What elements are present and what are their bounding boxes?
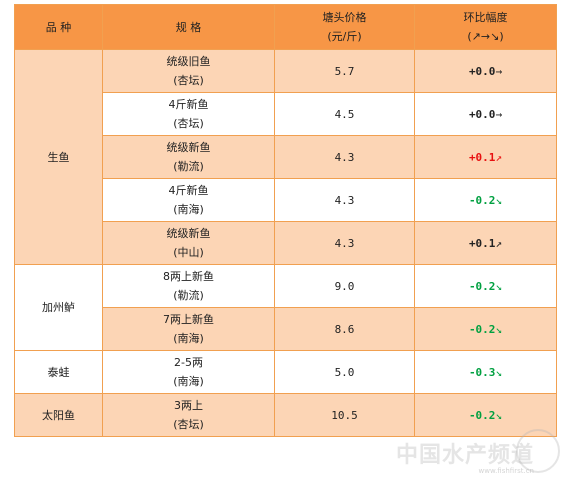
up-arrow-icon: ↗	[495, 236, 503, 250]
spec-origin: (南海)	[173, 203, 204, 216]
spec-name: 统级新鱼	[166, 141, 211, 154]
change-value: -0.2	[468, 193, 496, 207]
spec-cell: 统级旧鱼 (杏坛)	[102, 49, 275, 93]
table-row: 加州鲈 8两上新鱼 (勒流) 9.0 -0.2↘	[14, 264, 557, 351]
watermark-url: www.fishfirst.cn	[478, 467, 534, 475]
down-arrow-icon: ↘	[495, 322, 503, 336]
spec-cell: 8两上新鱼 (勒流)	[102, 264, 275, 308]
price-cell: 4.5	[274, 92, 415, 136]
change-cell: -0.2↘	[414, 178, 557, 222]
down-arrow-icon: ↘	[495, 193, 503, 207]
variety-cell: 加州鲈	[14, 264, 103, 351]
down-arrow-icon: ↘	[495, 365, 503, 379]
change-cell: +0.0→	[414, 92, 557, 136]
header-change: 环比幅度 (↗→↘)	[414, 4, 557, 50]
price-cell: 10.5	[274, 393, 415, 437]
table-header-row: 品 种 规 格 塘头价格 (元/斤) 环比幅度 (↗→↘)	[14, 4, 557, 50]
price-cell: 9.0	[274, 264, 415, 308]
table-row: 4斤新鱼 (南海) 4.3 -0.2↘	[15, 178, 557, 222]
header-variety: 品 种	[14, 4, 103, 50]
header-price-unit: (元/斤)	[327, 30, 362, 43]
spec-name: 3两上	[174, 399, 203, 412]
spec-origin: (杏坛)	[173, 74, 204, 87]
spec-cell: 统级新鱼 (中山)	[102, 221, 275, 265]
table-row: 7两上新鱼 (南海) 8.6 -0.2↘	[15, 307, 557, 351]
right-arrow-icon: →	[495, 64, 503, 78]
spec-origin: (勒流)	[173, 289, 204, 302]
change-value: +0.1	[468, 150, 496, 164]
watermark-logo: 中国水产频道	[395, 443, 534, 468]
down-arrow-icon: ↘	[495, 408, 503, 422]
spec-name: 4斤新鱼	[168, 98, 209, 111]
change-value: -0.2	[468, 408, 496, 422]
spec-origin: (勒流)	[173, 160, 204, 173]
spec-cell: 4斤新鱼 (杏坛)	[102, 92, 275, 136]
table-row: 生鱼 统级旧鱼 (杏坛) 5.7 +0.0→	[14, 49, 557, 265]
spec-cell: 2-5两 (南海)	[102, 350, 275, 394]
header-change-legend: (↗→↘)	[467, 30, 504, 43]
change-cell: +0.1↗	[414, 221, 557, 265]
change-cell: -0.3↘	[414, 350, 557, 394]
variety-cell: 生鱼	[14, 49, 103, 265]
header-price: 塘头价格 (元/斤)	[274, 4, 415, 50]
spec-name: 7两上新鱼	[163, 313, 214, 326]
spec-origin: (杏坛)	[173, 117, 204, 130]
change-value: -0.2	[468, 322, 496, 336]
spec-name: 8两上新鱼	[163, 270, 214, 283]
change-value: +0.0	[468, 64, 496, 78]
spec-name: 统级新鱼	[166, 227, 211, 240]
spec-cell: 7两上新鱼 (南海)	[102, 307, 275, 351]
variety-cell: 泰蛙	[14, 350, 103, 394]
spec-name: 4斤新鱼	[168, 184, 209, 197]
price-cell: 4.3	[274, 221, 415, 265]
table-row: 太阳鱼 3两上 (杏坛) 10.5 -0.2↘	[14, 393, 557, 437]
watermark-globe-icon	[516, 429, 560, 473]
up-arrow-icon: ↗	[495, 150, 503, 164]
change-cell: +0.1↗	[414, 135, 557, 179]
spec-cell: 统级新鱼 (勒流)	[102, 135, 275, 179]
spec-origin: (南海)	[173, 375, 204, 388]
header-change-title: 环比幅度	[463, 11, 508, 24]
price-cell: 8.6	[274, 307, 415, 351]
spec-cell: 4斤新鱼 (南海)	[102, 178, 275, 222]
price-cell: 4.3	[274, 135, 415, 179]
change-value: -0.3	[468, 365, 496, 379]
spec-origin: (中山)	[173, 246, 204, 259]
spec-cell: 3两上 (杏坛)	[102, 393, 275, 437]
table-row: 统级新鱼 (勒流) 4.3 +0.1↗	[15, 135, 557, 179]
spec-origin: (南海)	[173, 332, 204, 345]
right-arrow-icon: →	[495, 107, 503, 121]
down-arrow-icon: ↘	[495, 279, 503, 293]
change-value: +0.0	[468, 107, 496, 121]
price-cell: 5.7	[274, 49, 415, 93]
change-value: +0.1	[468, 236, 496, 250]
spec-origin: (杏坛)	[173, 418, 204, 431]
header-spec: 规 格	[102, 4, 275, 50]
price-cell: 5.0	[274, 350, 415, 394]
header-price-title: 塘头价格	[322, 11, 367, 24]
price-cell: 4.3	[274, 178, 415, 222]
change-cell: +0.0→	[414, 49, 557, 93]
fish-price-table: 品 种 规 格 塘头价格 (元/斤) 环比幅度 (↗→↘) 生鱼 统级旧鱼 (杏…	[14, 4, 557, 437]
table-row: 泰蛙 2-5两 (南海) 5.0 -0.3↘	[14, 350, 557, 394]
spec-name: 2-5两	[174, 356, 203, 369]
change-cell: -0.2↘	[414, 264, 557, 308]
variety-cell: 太阳鱼	[14, 393, 103, 437]
change-cell: -0.2↘	[414, 307, 557, 351]
spec-name: 统级旧鱼	[166, 55, 211, 68]
table-row: 4斤新鱼 (杏坛) 4.5 +0.0→	[15, 92, 557, 136]
change-value: -0.2	[468, 279, 496, 293]
table-row: 统级新鱼 (中山) 4.3 +0.1↗	[15, 221, 557, 265]
